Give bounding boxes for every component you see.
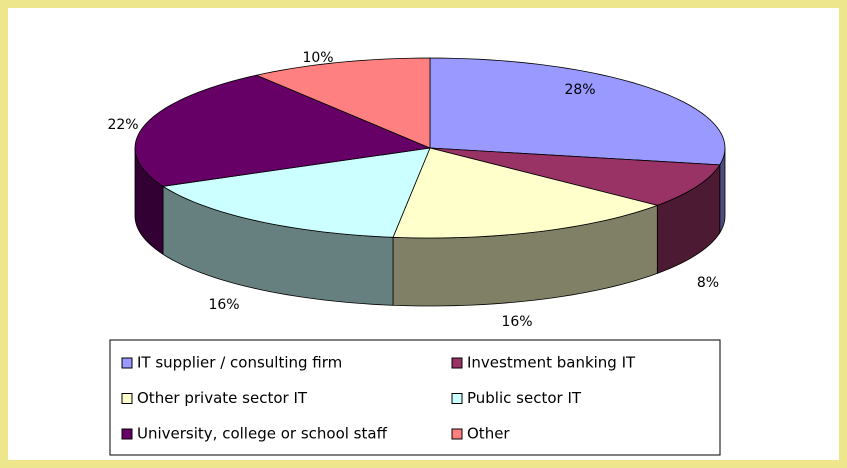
data-label: 16%	[208, 297, 239, 313]
legend-box	[109, 339, 721, 456]
legend-swatch	[451, 393, 463, 404]
pie-slice	[134, 74, 432, 187]
legend-swatch	[451, 357, 463, 369]
legend-label: Public sector IT	[467, 389, 582, 407]
data-label: 16%	[501, 314, 532, 330]
legend-label: Other private sector IT	[137, 389, 308, 407]
legend-label: IT supplier / consulting firm	[137, 354, 342, 372]
legend-swatch	[121, 428, 133, 440]
legend-label: University, college or school staff	[137, 425, 388, 443]
data-label: 22%	[107, 117, 138, 133]
legend-swatch	[451, 428, 463, 440]
legend-swatch	[121, 357, 133, 369]
pie-slice	[429, 57, 726, 166]
pie-slice	[255, 57, 431, 149]
pie-slice	[161, 147, 431, 238]
pie-slice	[392, 147, 659, 239]
legend-label: Other	[467, 425, 510, 443]
data-label: 8%	[697, 275, 719, 291]
legend-label: Investment banking IT	[467, 354, 636, 372]
data-label: 10%	[302, 50, 333, 66]
data-label: 28%	[564, 82, 595, 98]
legend-swatch	[121, 393, 133, 404]
pie-slice	[429, 147, 721, 206]
